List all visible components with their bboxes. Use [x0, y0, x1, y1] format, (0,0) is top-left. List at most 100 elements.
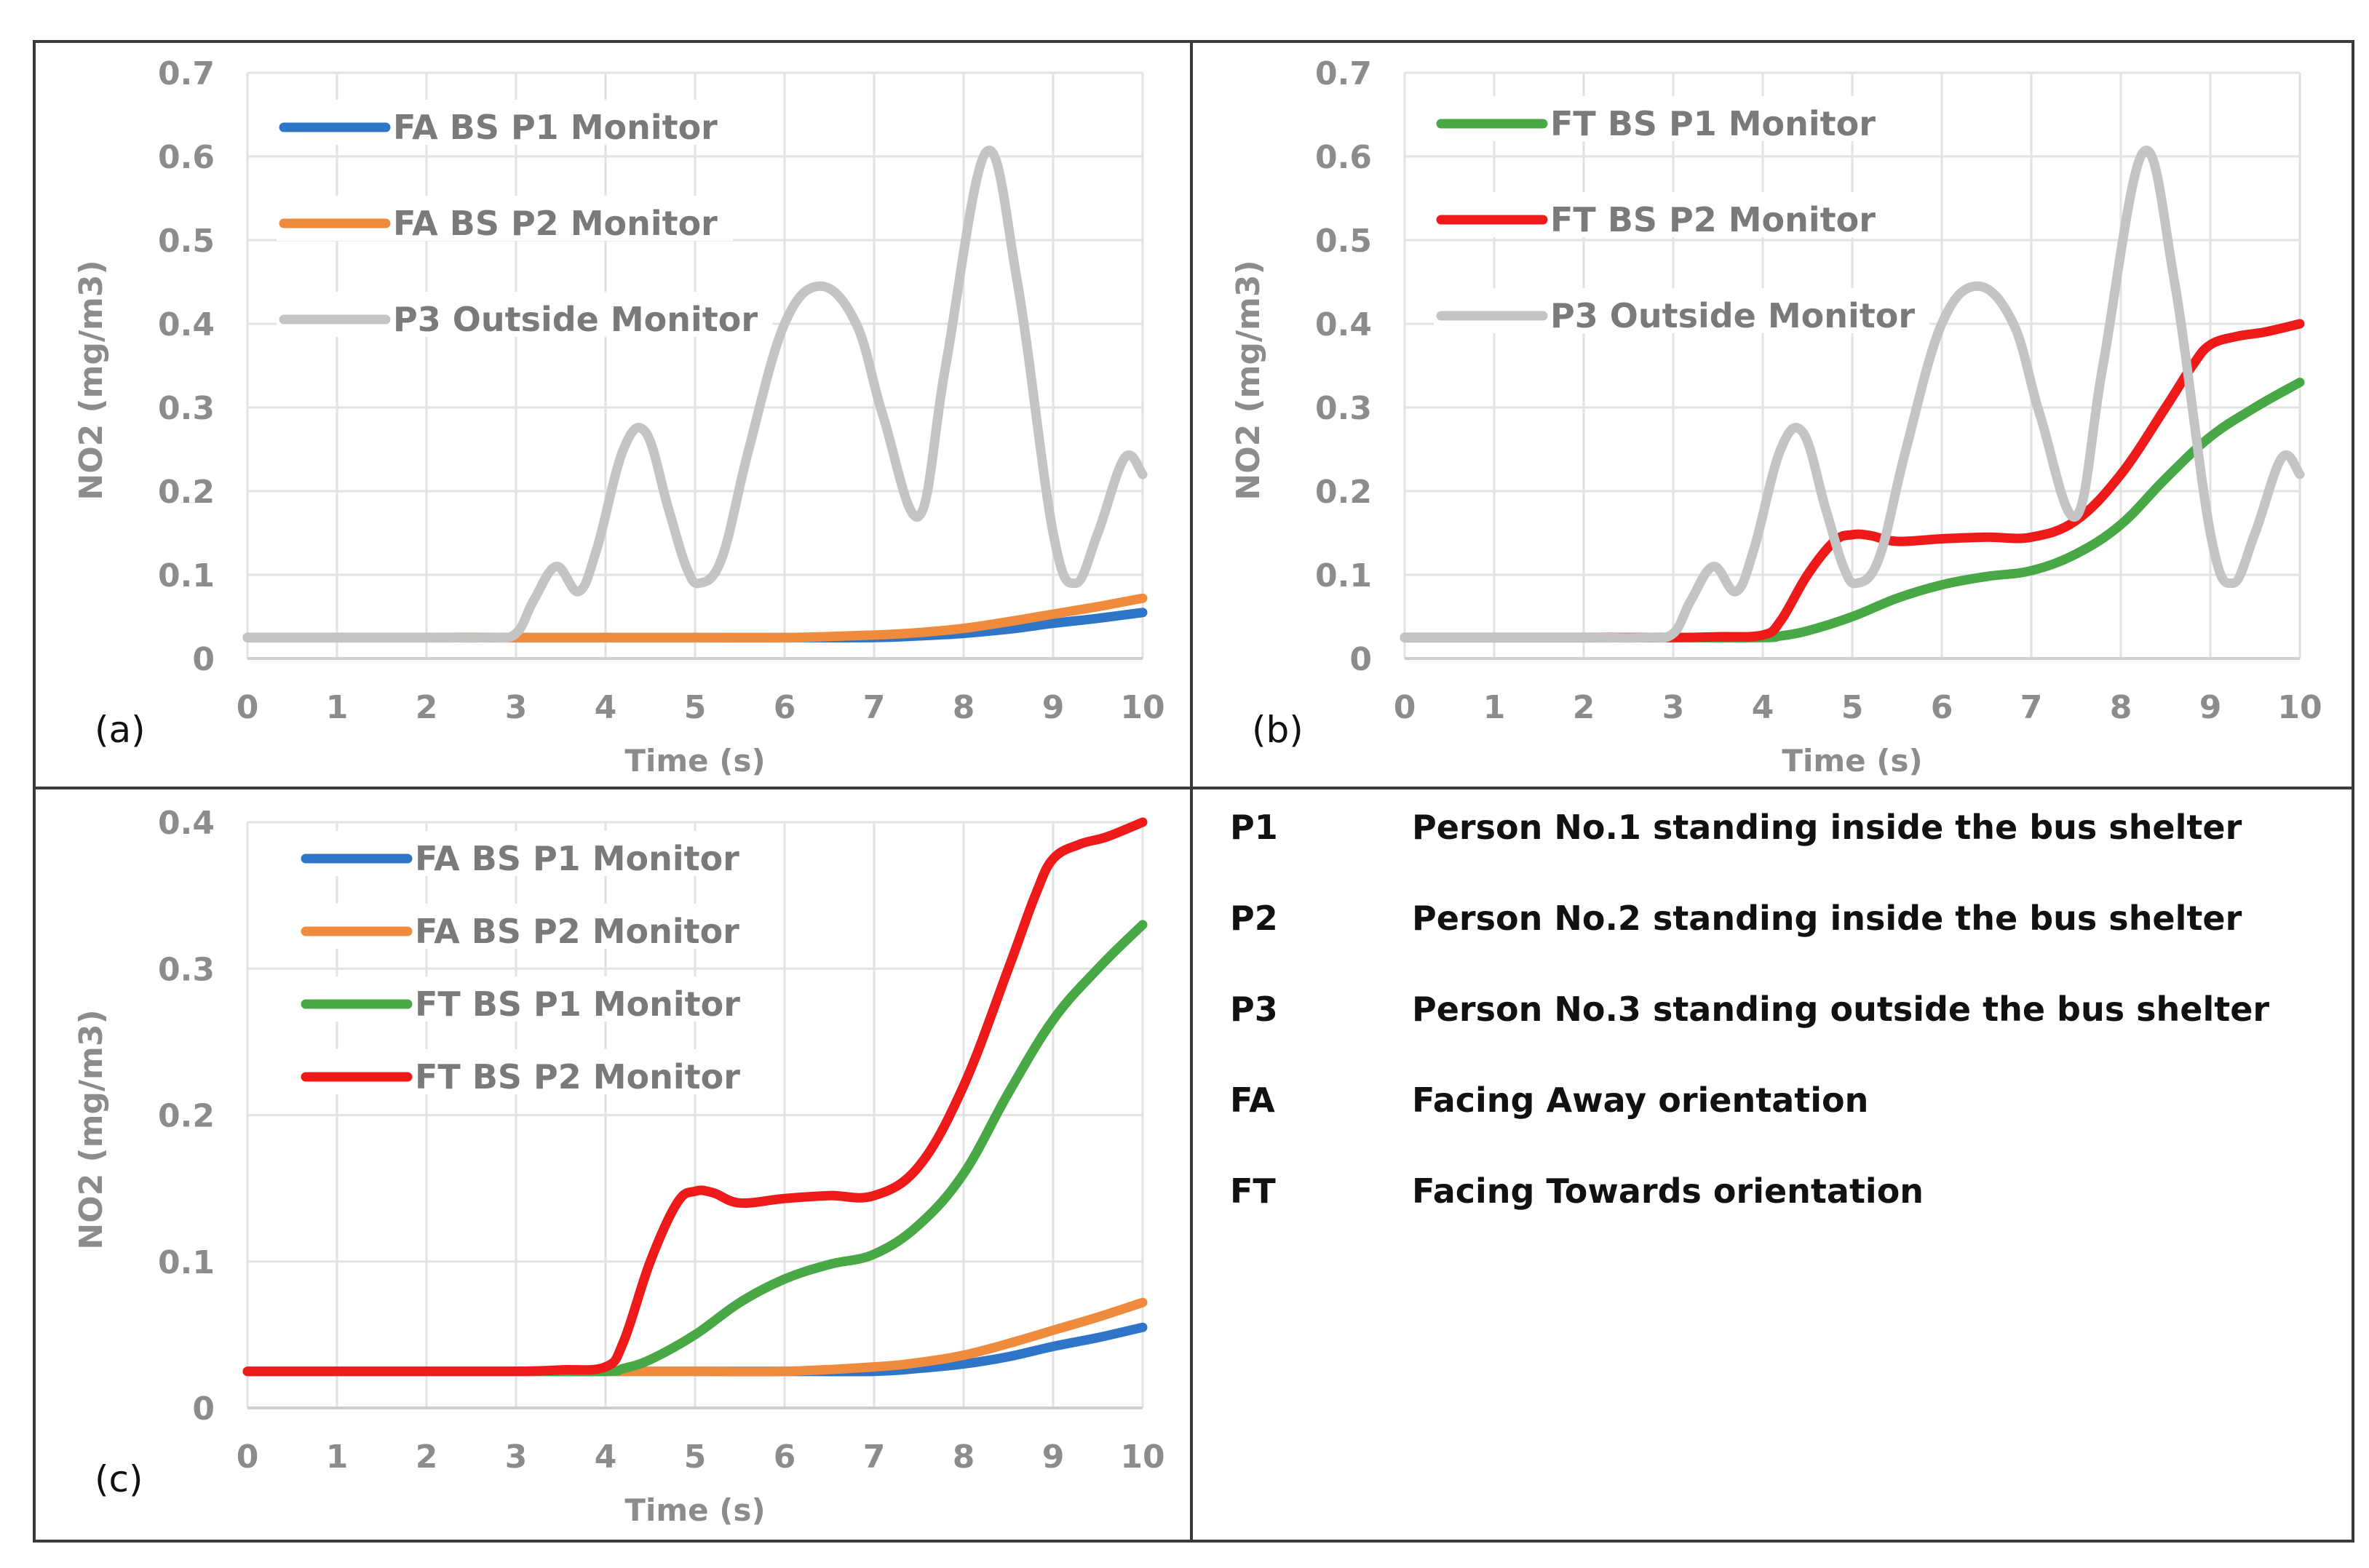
legend-backing	[1434, 96, 1890, 141]
x-tick-label: 9	[2199, 689, 2222, 726]
x-tick-label: 4	[1752, 689, 1774, 726]
y-tick-label: 0	[1349, 641, 1372, 678]
abbreviation-row: P3 Person No.3 standing outside the bus …	[1230, 990, 2322, 1081]
y-axis-title: NO2 (mg/m3)	[1230, 260, 1267, 500]
abbreviation-row: P2 Person No.2 standing inside the bus s…	[1230, 899, 2322, 990]
abbreviation-key: FT	[1230, 1171, 1276, 1211]
x-tick-label: 1	[1483, 689, 1506, 726]
legend-backing	[298, 1049, 755, 1094]
legend-label: FT BS P1 Monitor	[415, 984, 740, 1024]
legend-label: FA BS P2 Monitor	[393, 204, 718, 243]
panel-label: (c)	[95, 1458, 143, 1500]
legend-label: FA BS P1 Monitor	[415, 839, 739, 878]
y-tick-label: 0.5	[158, 223, 215, 260]
y-tick-label: 0.2	[158, 1098, 215, 1135]
abbreviation-key: P3	[1230, 990, 1278, 1029]
y-tick-label: 0.4	[158, 306, 215, 343]
legend-backing	[1434, 288, 1929, 333]
x-tick-label: 7	[863, 689, 886, 726]
y-tick-label: 0.4	[1315, 306, 1372, 343]
legend-backing	[277, 100, 733, 145]
legend-backing	[298, 831, 755, 876]
x-tick-label: 0	[237, 689, 259, 726]
x-tick-label: 10	[1120, 689, 1164, 726]
abbreviation-row: P1 Person No.1 standing inside the bus s…	[1230, 808, 2322, 899]
abbreviation-text: Person No.3 standing outside the bus she…	[1412, 990, 2270, 1029]
y-tick-label: 0.7	[1315, 55, 1372, 92]
x-tick-label: 5	[1841, 689, 1864, 726]
legend-backing	[298, 976, 755, 1022]
panel-divider	[1190, 40, 1193, 1543]
legend-backing	[277, 196, 733, 241]
x-tick-label: 1	[326, 1438, 349, 1476]
x-tick-label: 6	[1931, 689, 1953, 726]
x-tick-label: 6	[774, 1438, 796, 1476]
panel-label: (a)	[95, 709, 146, 751]
x-tick-label: 7	[2020, 689, 2043, 726]
x-tick-label: 0	[1394, 689, 1416, 726]
y-tick-label: 0.6	[1315, 139, 1372, 176]
abbreviation-text: Facing Towards orientation	[1412, 1171, 1924, 1211]
y-tick-label: 0	[192, 1390, 215, 1428]
abbreviation-key: P1	[1230, 808, 1278, 847]
x-tick-label: 5	[684, 689, 707, 726]
abbreviation-key: FA	[1230, 1081, 1275, 1120]
y-tick-label: 0	[192, 641, 215, 678]
abbreviation-text: Person No.2 standing inside the bus shel…	[1412, 899, 2242, 938]
x-tick-label: 0	[237, 1438, 259, 1476]
chart-c: 0 0.1 0.2 0.3 0.4 0 1 2 3 4 5 6 7 8 9 10 Time (s) NO2 (mg…	[73, 805, 1165, 1528]
x-tick-label: 2	[1573, 689, 1595, 726]
panel-frame-bottom	[33, 787, 2354, 1543]
y-tick-label: 0.3	[158, 951, 215, 988]
chart-b: 0 0.1 0.2 0.3 0.4 0.5 0.6 0.7 0 1 2 3 4 5 6 7 8 9 10 Time (…	[1230, 55, 2322, 779]
y-axis-title: NO2 (mg/m3)	[73, 1009, 110, 1249]
series-line-p3-outside-monitor	[242, 146, 1148, 643]
x-tick-label: 9	[1042, 689, 1065, 726]
y-tick-label: 0.3	[1315, 390, 1372, 427]
y-tick-label: 0.5	[1315, 223, 1372, 260]
y-tick-label: 0.2	[158, 474, 215, 511]
abbreviation-key: P2	[1230, 899, 1278, 938]
abbreviation-row: FA Facing Away orientation	[1230, 1081, 2322, 1171]
legend-label: FA BS P2 Monitor	[415, 912, 739, 951]
x-tick-label: 8	[953, 1438, 975, 1476]
y-tick-label: 0.4	[158, 805, 215, 842]
y-axis-title: NO2 (mg/m3)	[73, 260, 110, 500]
x-axis-title: Time (s)	[1782, 743, 1922, 779]
abbreviation-table: P1 Person No.1 standing inside the bus s…	[1230, 808, 2322, 1262]
x-tick-label: 3	[505, 1438, 528, 1476]
panel-label: (b)	[1252, 709, 1303, 751]
legend-label: FT BS P1 Monitor	[1550, 104, 1876, 143]
legend-label: FA BS P1 Monitor	[393, 108, 718, 147]
x-tick-label: 4	[595, 689, 617, 726]
y-tick-label: 0.1	[158, 1244, 215, 1281]
x-tick-label: 10	[1120, 1438, 1164, 1476]
x-tick-label: 4	[595, 1438, 617, 1476]
x-tick-label: 5	[684, 1438, 707, 1476]
x-tick-label: 10	[2277, 689, 2322, 726]
abbreviation-text: Person No.1 standing inside the bus shel…	[1412, 808, 2242, 847]
x-tick-label: 9	[1042, 1438, 1065, 1476]
x-tick-label: 6	[774, 689, 796, 726]
x-tick-label: 8	[2110, 689, 2132, 726]
x-axis-title: Time (s)	[624, 1492, 765, 1528]
abbreviation-row: FT Facing Towards orientation	[1230, 1171, 2322, 1262]
y-tick-label: 0.2	[1315, 474, 1372, 511]
y-tick-label: 0.1	[1315, 557, 1372, 594]
y-tick-label: 0.1	[158, 557, 215, 594]
y-tick-label: 0.6	[158, 139, 215, 176]
x-tick-label: 3	[505, 689, 528, 726]
x-tick-label: 3	[1662, 689, 1685, 726]
x-tick-label: 7	[863, 1438, 886, 1476]
x-tick-label: 2	[416, 1438, 438, 1476]
series-line-p3-outside-monitor	[1400, 146, 2305, 643]
legend-label: FT BS P2 Monitor	[1550, 200, 1876, 239]
y-tick-label: 0.3	[158, 390, 215, 427]
legend-backing	[277, 292, 772, 337]
legend-backing	[298, 904, 755, 949]
x-axis-title: Time (s)	[624, 743, 765, 779]
series-line-ft-bs-p2-monitor	[242, 817, 1148, 1377]
legend-label: P3 Outside Monitor	[393, 300, 758, 339]
legend-backing	[1434, 192, 1890, 237]
